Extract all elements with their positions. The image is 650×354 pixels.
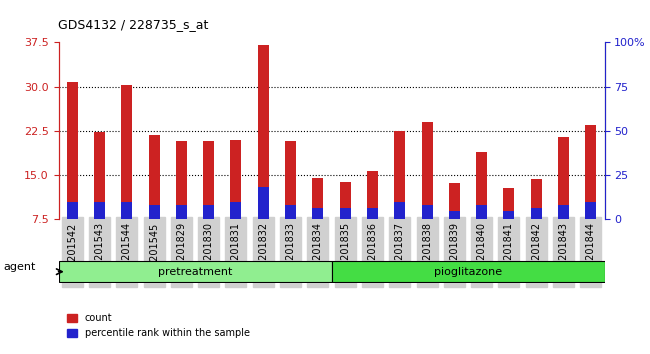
Bar xyxy=(531,208,541,264)
Bar xyxy=(395,202,405,264)
Bar xyxy=(586,125,596,264)
FancyBboxPatch shape xyxy=(332,261,604,282)
Bar xyxy=(367,208,378,264)
FancyBboxPatch shape xyxy=(58,261,332,282)
Bar xyxy=(203,141,214,264)
Bar xyxy=(476,152,487,264)
Bar xyxy=(340,208,350,264)
Legend: count, percentile rank within the sample: count, percentile rank within the sample xyxy=(63,309,254,342)
Bar xyxy=(504,188,514,264)
Bar xyxy=(313,208,323,264)
Bar xyxy=(94,202,105,264)
Bar xyxy=(122,202,132,264)
Bar xyxy=(149,135,159,264)
Bar xyxy=(258,45,268,264)
Bar xyxy=(395,131,405,264)
Bar xyxy=(586,202,596,264)
Bar xyxy=(449,211,460,264)
Bar xyxy=(258,187,268,264)
Bar xyxy=(367,171,378,264)
Bar xyxy=(122,85,132,264)
Bar xyxy=(176,141,187,264)
Bar xyxy=(422,205,432,264)
Bar xyxy=(422,122,432,264)
Bar xyxy=(231,202,241,264)
Text: agent: agent xyxy=(3,262,36,272)
Bar xyxy=(476,205,487,264)
Text: pioglitazone: pioglitazone xyxy=(434,267,502,277)
Bar xyxy=(504,211,514,264)
Bar xyxy=(203,205,214,264)
Bar xyxy=(558,137,569,264)
Bar xyxy=(67,82,77,264)
Bar xyxy=(231,140,241,264)
Bar xyxy=(285,141,296,264)
Bar xyxy=(340,182,350,264)
Bar xyxy=(94,132,105,264)
Bar xyxy=(449,183,460,264)
Bar xyxy=(149,205,159,264)
Bar xyxy=(176,205,187,264)
Bar xyxy=(313,178,323,264)
Bar xyxy=(558,205,569,264)
Bar xyxy=(67,202,77,264)
Bar xyxy=(531,179,541,264)
Text: pretreatment: pretreatment xyxy=(158,267,232,277)
Text: GDS4132 / 228735_s_at: GDS4132 / 228735_s_at xyxy=(58,18,209,31)
Bar xyxy=(285,205,296,264)
